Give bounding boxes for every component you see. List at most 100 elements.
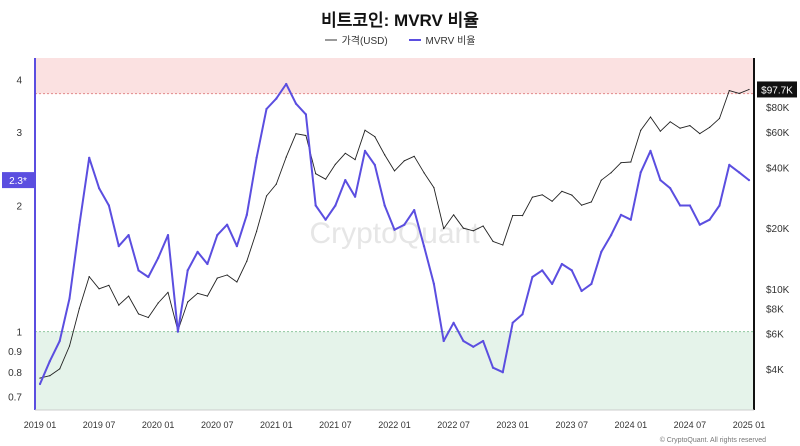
price-point-39: [423, 172, 425, 174]
current-price-label: $97.7K: [761, 85, 793, 96]
price-point-5: [88, 276, 90, 278]
price-point-18: [216, 277, 218, 279]
mvrv-point-25: [285, 82, 288, 86]
price-point-21: [246, 260, 248, 262]
mvrv-point-7: [107, 204, 110, 207]
price-point-54: [571, 194, 573, 196]
price-point-23: [265, 195, 268, 197]
mvrv-point-14: [176, 330, 179, 333]
price-point-55: [581, 204, 583, 206]
x-tick-label-12: 2025 01: [733, 420, 766, 430]
price-point-44: [472, 230, 474, 232]
price-point-17: [206, 295, 208, 297]
mvrv-point-43: [462, 339, 465, 343]
chart-legend: 가격(USD) MVRV 비율: [0, 32, 800, 47]
mvrv-point-68: [708, 218, 711, 221]
right-tick-label-7: $80K: [766, 103, 790, 114]
mvrv-point-47: [501, 371, 504, 374]
price-point-28: [315, 173, 317, 175]
x-tick-label-0: 2019 01: [24, 420, 57, 430]
price-point-41: [443, 228, 445, 230]
mvrv-point-69: [718, 204, 721, 207]
mvrv-point-9: [127, 234, 130, 237]
mvrv-point-13: [166, 234, 170, 237]
price-point-0: [39, 377, 41, 379]
mvrv-point-61: [639, 171, 642, 174]
price-point-29: [325, 178, 327, 180]
mvrv-point-15: [186, 269, 189, 272]
x-tick-label-4: 2021 01: [260, 420, 293, 430]
current-mvrv-label: 2.3*: [9, 176, 27, 187]
price-point-52: [551, 200, 553, 202]
right-tick-label-4: $20K: [766, 224, 790, 235]
price-point-35: [384, 154, 386, 156]
mvrv-point-41: [442, 339, 445, 343]
mvrv-point-19: [226, 223, 229, 226]
legend-swatch-mvrv: [408, 38, 421, 41]
price-point-51: [541, 194, 543, 196]
overvalued-zone: [35, 58, 754, 94]
footer-copyright: © CryptoQuant. All rights reserved: [659, 437, 766, 444]
legend-item-mvrv[interactable]: MVRV 비율: [408, 32, 475, 47]
price-point-56: [590, 201, 593, 203]
mvrv-point-30: [334, 204, 337, 207]
price-point-58: [610, 172, 612, 174]
mvrv-point-5: [88, 156, 91, 159]
price-point-40: [433, 187, 435, 189]
price-point-62: [649, 116, 652, 118]
mvrv-point-10: [137, 269, 140, 272]
mvrv-point-58: [610, 234, 613, 237]
price-point-72: [748, 88, 750, 91]
mvrv-point-8: [117, 245, 120, 248]
mvrv-point-1: [48, 360, 51, 363]
price-point-19: [226, 274, 228, 276]
price-point-59: [620, 162, 622, 164]
mvrv-point-60: [629, 218, 632, 221]
watermark: CryptoQuant: [309, 217, 480, 250]
legend-item-price[interactable]: 가격(USD): [324, 32, 388, 47]
price-point-11: [147, 316, 149, 319]
price-point-3: [68, 345, 71, 347]
price-point-50: [531, 196, 534, 198]
mvrv-point-48: [511, 321, 514, 324]
price-point-30: [334, 163, 336, 165]
price-point-9: [128, 295, 130, 297]
price-point-4: [78, 307, 80, 309]
mvrv-point-52: [551, 282, 554, 285]
price-point-48: [512, 215, 514, 217]
mvrv-point-21: [245, 213, 248, 216]
mvrv-point-38: [413, 209, 416, 212]
mvrv-point-27: [304, 113, 307, 116]
price-point-53: [561, 190, 563, 192]
right-tick-label-6: $60K: [766, 128, 790, 139]
mvrv-point-53: [560, 262, 564, 266]
price-point-43: [462, 227, 464, 229]
right-tick-label-0: $4K: [766, 365, 784, 376]
price-point-26: [295, 133, 297, 135]
price-point-22: [256, 230, 258, 232]
left-tick-label-2: 0.9: [8, 347, 22, 358]
price-point-57: [600, 179, 602, 181]
mvrv-point-20: [235, 245, 238, 248]
price-point-60: [630, 161, 632, 163]
price-point-31: [344, 152, 346, 154]
price-point-2: [59, 368, 61, 370]
x-tick-label-9: 2023 07: [555, 420, 588, 430]
mvrv-point-42: [452, 321, 455, 324]
mvrv-point-39: [422, 245, 426, 248]
price-point-12: [157, 302, 159, 304]
mvrv-point-64: [669, 187, 672, 190]
price-point-38: [413, 155, 415, 157]
legend-swatch-price: [324, 38, 337, 41]
mvrv-point-54: [570, 269, 573, 272]
right-tick-label-3: $10K: [766, 285, 790, 296]
mvrv-point-24: [275, 97, 278, 100]
price-point-16: [197, 292, 199, 294]
mvrv-point-31: [344, 179, 347, 182]
x-tick-label-6: 2022 01: [378, 420, 411, 430]
price-point-27: [305, 134, 307, 137]
left-tick-label-5: 3: [16, 128, 22, 139]
price-point-15: [187, 301, 189, 303]
price-point-32: [354, 159, 356, 161]
left-tick-label-0: 0.7: [8, 393, 22, 404]
